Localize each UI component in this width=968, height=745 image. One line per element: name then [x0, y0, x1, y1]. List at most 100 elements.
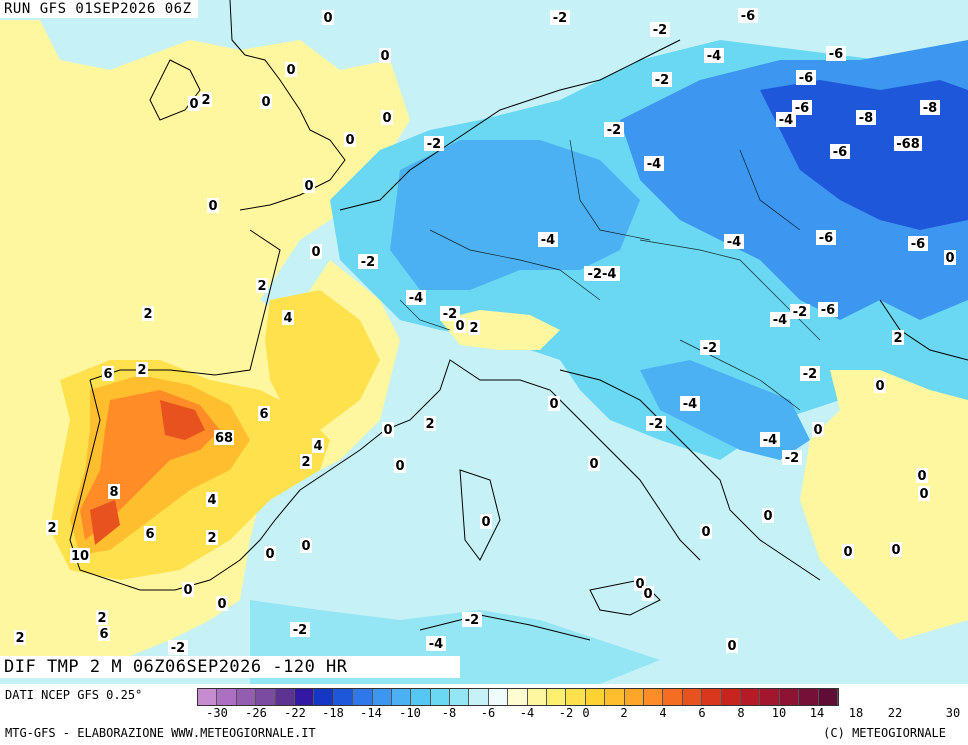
map-value-label: -2-4 [584, 266, 620, 282]
svg-text:-4: -4 [763, 433, 777, 448]
svg-text:-2: -2 [427, 137, 441, 152]
map-value-label: -6 [908, 236, 928, 252]
map-value-label: 0 [944, 250, 956, 266]
map-value-label: -6 [830, 144, 850, 160]
svg-text:0: 0 [304, 179, 313, 194]
map-value-label: -4 [704, 48, 724, 64]
svg-text:0: 0 [183, 583, 192, 598]
svg-text:-6: -6 [741, 9, 755, 24]
map-value-label: 6 [258, 406, 270, 422]
map-value-label: -2 [440, 306, 460, 322]
svg-text:-2: -2 [465, 613, 479, 628]
legend-swatch [585, 689, 606, 705]
svg-text:0: 0 [919, 487, 928, 502]
svg-text:0: 0 [945, 251, 954, 266]
svg-text:-4: -4 [541, 233, 555, 248]
svg-text:0: 0 [265, 547, 274, 562]
svg-text:-4: -4 [773, 313, 787, 328]
map-value-label: 0 [812, 422, 824, 438]
cold-zone-east-core [760, 80, 968, 230]
svg-text:0: 0 [481, 515, 490, 530]
footer: DATI NCEP GFS 0.25° -30 -26 -22 -18 -14 -10 -8… [0, 684, 968, 745]
map-value-label: -2 [462, 612, 482, 628]
legend-swatch [721, 689, 741, 705]
svg-text:0: 0 [589, 457, 598, 472]
legend-swatch [799, 689, 819, 705]
svg-text:68: 68 [215, 431, 233, 446]
svg-text:-2: -2 [793, 305, 807, 320]
coastlines [69, 0, 968, 641]
legend-tick-label: -30 [206, 706, 228, 720]
svg-text:0: 0 [301, 539, 310, 554]
svg-text:2: 2 [15, 631, 24, 646]
map-value-label: 0 [303, 178, 315, 194]
svg-text:0: 0 [208, 199, 217, 214]
map-value-label: -2 [168, 640, 188, 656]
legend-swatch [256, 689, 276, 705]
map-value-label: 2 [46, 520, 58, 536]
map-value-label: 0 [207, 198, 219, 214]
legend-tick-label: 18 [848, 706, 864, 720]
svg-text:-2: -2 [649, 417, 663, 432]
svg-text:-2-4: -2-4 [588, 267, 617, 282]
map-value-label: 10 [70, 548, 90, 564]
credit-left: MTG-GFS - ELABORAZIONE WWW.METEOGIORNALE… [5, 726, 316, 740]
map-value-label: 0 [216, 596, 228, 612]
svg-text:2: 2 [469, 321, 478, 336]
map-value-label: 0 [310, 244, 322, 260]
map-value-label: 6 [144, 526, 156, 542]
map-value-label: 0 [264, 546, 276, 562]
svg-text:-6: -6 [795, 101, 809, 116]
map-value-label: 6 [98, 626, 110, 642]
map-value-label: -8 [856, 110, 876, 126]
svg-text:-2: -2 [171, 641, 185, 656]
svg-text:2: 2 [257, 279, 266, 294]
svg-text:-4: -4 [779, 113, 793, 128]
svg-text:0: 0 [763, 509, 772, 524]
legend-swatch [450, 689, 470, 705]
svg-text:-68: -68 [896, 137, 920, 152]
map-value-label: 68 [214, 430, 234, 446]
map-value-label: 8 [108, 484, 120, 500]
legend-tick-label: 10 [771, 706, 787, 720]
legend-tick-label: -14 [360, 706, 382, 720]
map-value-label: 4 [206, 492, 218, 508]
svg-text:0: 0 [395, 459, 404, 474]
map-value-label: 2 [200, 92, 212, 108]
map-value-label: 0 [548, 396, 560, 412]
legend-swatch [469, 689, 489, 705]
legend-tick-label: 6 [698, 706, 706, 720]
map-value-label: -2 [358, 254, 378, 270]
svg-text:-4: -4 [429, 637, 443, 652]
map-value-label: 0 [344, 132, 356, 148]
legend-tick-label: 0 [582, 706, 590, 720]
svg-text:0: 0 [455, 319, 464, 334]
map-value-label: 2 [96, 610, 108, 626]
map-value-label: -2 [700, 340, 720, 356]
svg-text:-2: -2 [293, 623, 307, 638]
map-value-label: 0 [918, 486, 930, 502]
map-value-label: 0 [382, 422, 394, 438]
svg-text:2: 2 [201, 93, 210, 108]
svg-text:-2: -2 [553, 11, 567, 26]
legend-swatch [779, 689, 800, 705]
map-area: 0 0 0 0 2 0 0 0 0 0 0 -2 -2 -2 -6 -4 -6 -6 -6 -4 -8 -8 -2 -6 -68… [0, 0, 968, 684]
legend-swatch [682, 689, 703, 705]
legend-tick-label: 2 [620, 706, 628, 720]
legend-tick-label: -18 [322, 706, 344, 720]
map-value-label: -6 [818, 302, 838, 318]
map-value-label: 0 [379, 48, 391, 64]
svg-text:2: 2 [97, 611, 106, 626]
map-value-label: -2 [650, 22, 670, 38]
map-value-label: -2 [790, 304, 810, 320]
legend-swatch [217, 689, 237, 705]
legend-swatch [605, 689, 625, 705]
svg-text:-8: -8 [859, 111, 873, 126]
svg-text:-2: -2 [443, 307, 457, 322]
map-value-label: 2 [206, 530, 218, 546]
map-value-label: -4 [644, 156, 664, 172]
legend-swatch [547, 689, 567, 705]
legend-tick-label: -8 [441, 706, 457, 720]
svg-text:-2: -2 [703, 341, 717, 356]
credit-right: (C) METEOGIORNALE [823, 726, 946, 740]
